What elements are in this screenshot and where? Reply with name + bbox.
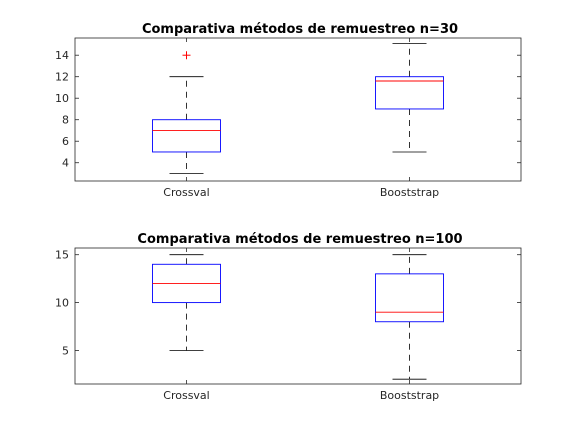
x-tick-label-top: Booststrap bbox=[380, 186, 439, 199]
y-tick-label-top: 14 bbox=[55, 49, 69, 62]
x-tick-label-bottom: Crossval bbox=[163, 389, 209, 402]
y-tick-label-top: 12 bbox=[55, 71, 69, 84]
y-tick-label-bottom: 5 bbox=[62, 344, 69, 357]
plot-area-bottom: 5 10 15 Crossval Booststrap bbox=[55, 247, 522, 402]
chart-title-bottom: Comparativa métodos de remuestreo n=100 bbox=[137, 232, 462, 247]
y-tick-label-top: 10 bbox=[55, 92, 69, 105]
axes-frame-bottom bbox=[74, 247, 522, 385]
subplot-top: Comparativa métodos de remuestreo n=30 4… bbox=[55, 22, 522, 199]
box-booststrap-bottom bbox=[375, 273, 444, 323]
subplot-bottom: Comparativa métodos de remuestreo n=100 … bbox=[55, 232, 522, 402]
chart-title-top: Comparativa métodos de remuestreo n=30 bbox=[142, 22, 458, 37]
outlier-marker-crossval-top bbox=[182, 51, 191, 60]
box-crossval-top bbox=[152, 119, 221, 153]
y-tick-label-top: 6 bbox=[62, 135, 69, 148]
x-tick-label-bottom: Booststrap bbox=[380, 389, 439, 402]
y-tick-label-bottom: 10 bbox=[55, 297, 69, 310]
axes-frame-top bbox=[74, 37, 522, 182]
plot-area-top: 4 6 8 10 12 14 Crossval Booststrap bbox=[55, 37, 522, 199]
box-booststrap-top bbox=[375, 76, 444, 110]
x-tick-label-top: Crossval bbox=[163, 186, 209, 199]
y-tick-label-bottom: 15 bbox=[55, 249, 69, 262]
y-tick-label-top: 8 bbox=[62, 114, 69, 127]
y-tick-label-top: 4 bbox=[62, 157, 69, 170]
